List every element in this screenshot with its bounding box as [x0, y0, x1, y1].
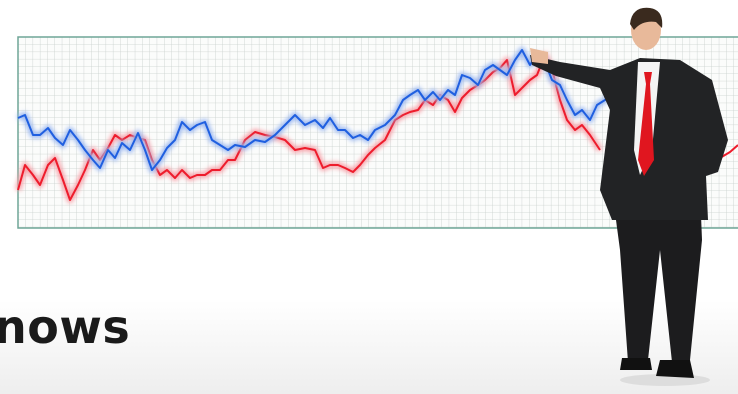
hair	[630, 7, 663, 30]
tie	[638, 72, 654, 176]
jacket	[530, 55, 728, 220]
floor	[0, 300, 738, 394]
caption: nows	[0, 300, 131, 354]
trousers	[612, 190, 702, 362]
red-line	[17, 54, 601, 201]
businessman	[530, 7, 728, 386]
blue-line	[17, 49, 613, 171]
hand	[530, 48, 548, 64]
shoes	[620, 358, 694, 378]
